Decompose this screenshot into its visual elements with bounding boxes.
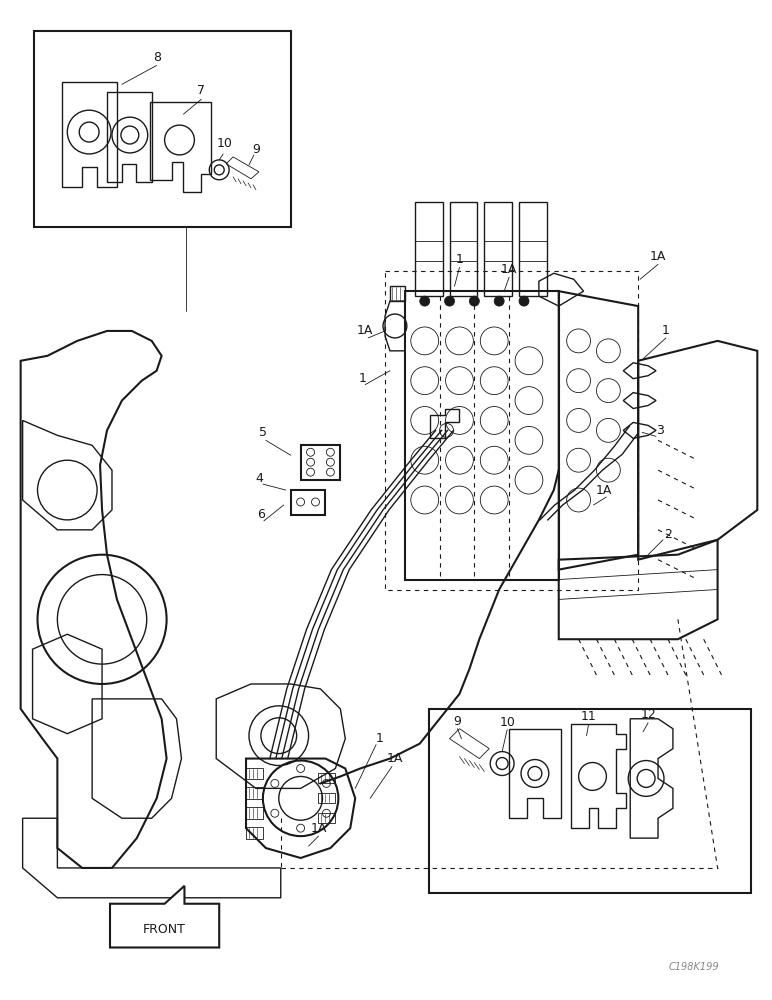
Text: 4: 4: [255, 472, 262, 485]
Text: 1A: 1A: [501, 263, 517, 276]
Text: C198K199: C198K199: [669, 962, 720, 972]
Text: 9: 9: [453, 715, 462, 728]
Text: 1A: 1A: [310, 822, 327, 835]
Text: 9: 9: [252, 143, 260, 156]
Text: 7: 7: [198, 84, 205, 97]
Text: 10: 10: [216, 137, 232, 150]
Text: 8: 8: [153, 51, 161, 64]
Text: 2: 2: [664, 528, 672, 541]
Text: 5: 5: [259, 426, 267, 439]
Text: 1: 1: [662, 324, 670, 337]
Text: FRONT: FRONT: [143, 923, 186, 936]
Text: 1: 1: [455, 253, 463, 266]
Text: 3: 3: [656, 424, 664, 437]
Circle shape: [420, 296, 430, 306]
Text: 12: 12: [640, 708, 656, 721]
Text: 1: 1: [358, 372, 366, 385]
Text: 1A: 1A: [650, 250, 666, 263]
Circle shape: [469, 296, 479, 306]
Text: 10: 10: [499, 716, 515, 729]
Circle shape: [445, 296, 455, 306]
Text: 1A: 1A: [595, 484, 611, 497]
Circle shape: [494, 296, 504, 306]
Text: 6: 6: [257, 508, 265, 521]
Text: 1: 1: [376, 732, 384, 745]
Text: 11: 11: [581, 710, 597, 723]
Text: 1A: 1A: [357, 324, 374, 337]
Polygon shape: [110, 886, 219, 948]
Polygon shape: [21, 331, 167, 868]
Text: 1A: 1A: [387, 752, 403, 765]
Circle shape: [519, 296, 529, 306]
